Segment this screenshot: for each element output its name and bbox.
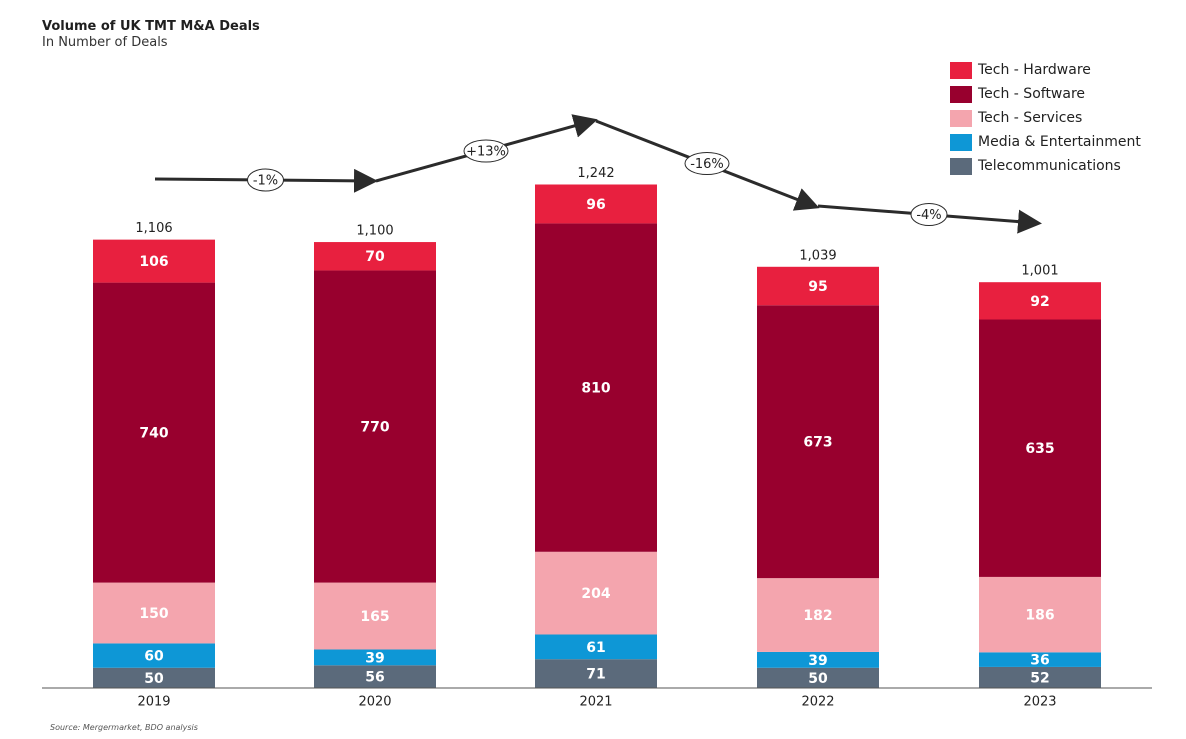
legend-label: Tech - Hardware xyxy=(978,62,1091,78)
total-label: 1,039 xyxy=(799,248,836,263)
data-label: 635 xyxy=(1025,441,1054,457)
legend-item-tech-services: Tech - Services xyxy=(950,106,1141,130)
legend-label: Telecommunications xyxy=(978,158,1121,174)
data-label: 39 xyxy=(365,650,384,666)
data-label: 71 xyxy=(586,667,605,683)
data-label: 70 xyxy=(365,249,385,265)
bar-segment xyxy=(757,266,879,306)
growth-badge xyxy=(910,203,948,226)
data-label: 50 xyxy=(144,671,164,687)
data-label: 52 xyxy=(1030,670,1049,686)
chart-legend: Tech - Hardware Tech - Software Tech - S… xyxy=(950,58,1141,178)
bar-segment xyxy=(535,634,657,660)
legend-item-tech-software: Tech - Software xyxy=(950,82,1141,106)
data-label: 810 xyxy=(581,381,610,397)
growth-label: -16% xyxy=(690,157,724,172)
x-tick-label: 2023 xyxy=(1023,695,1056,710)
x-tick-label: 2022 xyxy=(801,695,834,710)
data-label: 36 xyxy=(1030,653,1049,669)
legend-swatch xyxy=(950,61,972,79)
data-label: 50 xyxy=(808,671,828,687)
bar-segment xyxy=(979,576,1101,653)
growth-label: -1% xyxy=(253,174,278,189)
data-label: 96 xyxy=(586,197,605,213)
bar-segment xyxy=(93,582,215,644)
chart-title: Volume of UK TMT M&A Deals xyxy=(42,19,260,34)
legend-label: Tech - Services xyxy=(978,110,1083,126)
data-label: 61 xyxy=(586,640,605,656)
data-label: 673 xyxy=(803,435,832,451)
growth-badge xyxy=(684,152,730,175)
data-label: 60 xyxy=(144,649,164,665)
bar-segment xyxy=(93,239,215,283)
bar-segment xyxy=(757,667,879,688)
legend-label: Media & Entertainment xyxy=(978,134,1141,150)
data-label: 150 xyxy=(139,606,168,622)
bar-segment xyxy=(93,282,215,583)
x-tick-label: 2021 xyxy=(579,695,612,710)
data-label: 740 xyxy=(139,426,168,442)
bar-segment xyxy=(314,270,436,583)
x-tick-label: 2019 xyxy=(137,695,170,710)
legend-swatch xyxy=(950,109,972,127)
legend-swatch xyxy=(950,133,972,151)
bar-segment xyxy=(93,667,215,688)
data-label: 56 xyxy=(365,670,384,686)
data-label: 770 xyxy=(360,420,389,436)
data-label: 204 xyxy=(581,586,610,602)
legend-swatch xyxy=(950,85,972,103)
bar-segment xyxy=(535,223,657,552)
data-label: 92 xyxy=(1030,294,1049,310)
x-tick-label: 2020 xyxy=(358,695,391,710)
growth-badge xyxy=(247,168,284,192)
bar-segment xyxy=(535,659,657,688)
legend-item-telecommunications: Telecommunications xyxy=(950,154,1141,178)
bar-segment xyxy=(535,551,657,635)
total-label: 1,001 xyxy=(1021,264,1058,279)
bar-segment xyxy=(979,666,1101,688)
bar-segment xyxy=(314,242,436,271)
growth-label: -4% xyxy=(916,208,941,223)
source-note: Source: Mergermarket, BDO analysis xyxy=(50,723,198,732)
chart-subtitle: In Number of Deals xyxy=(42,35,168,50)
bar-segment xyxy=(314,665,436,688)
data-label: 95 xyxy=(808,279,827,295)
legend-swatch xyxy=(950,157,972,175)
data-label: 165 xyxy=(360,609,389,625)
bar-segment xyxy=(314,649,436,666)
total-label: 1,106 xyxy=(135,221,172,236)
data-label: 106 xyxy=(139,254,168,270)
legend-label: Tech - Software xyxy=(978,86,1086,102)
growth-label: +13% xyxy=(466,145,506,160)
bar-segment xyxy=(757,578,879,652)
data-label: 182 xyxy=(803,608,832,624)
legend-item-tech-hardware: Tech - Hardware xyxy=(950,58,1141,82)
bar-segment xyxy=(757,651,879,668)
bar-segment xyxy=(314,582,436,650)
legend-item-media-entertainment: Media & Entertainment xyxy=(950,130,1141,154)
bar-segment xyxy=(979,282,1101,320)
bar-segment xyxy=(535,184,657,224)
bar-segment xyxy=(979,319,1101,577)
data-label: 186 xyxy=(1025,608,1054,624)
bar-segment xyxy=(93,643,215,668)
total-label: 1,100 xyxy=(356,224,393,239)
data-label: 39 xyxy=(808,653,827,669)
total-label: 1,242 xyxy=(577,166,614,181)
bar-segment xyxy=(757,305,879,579)
growth-badge xyxy=(463,139,509,163)
bar-segment xyxy=(979,652,1101,667)
